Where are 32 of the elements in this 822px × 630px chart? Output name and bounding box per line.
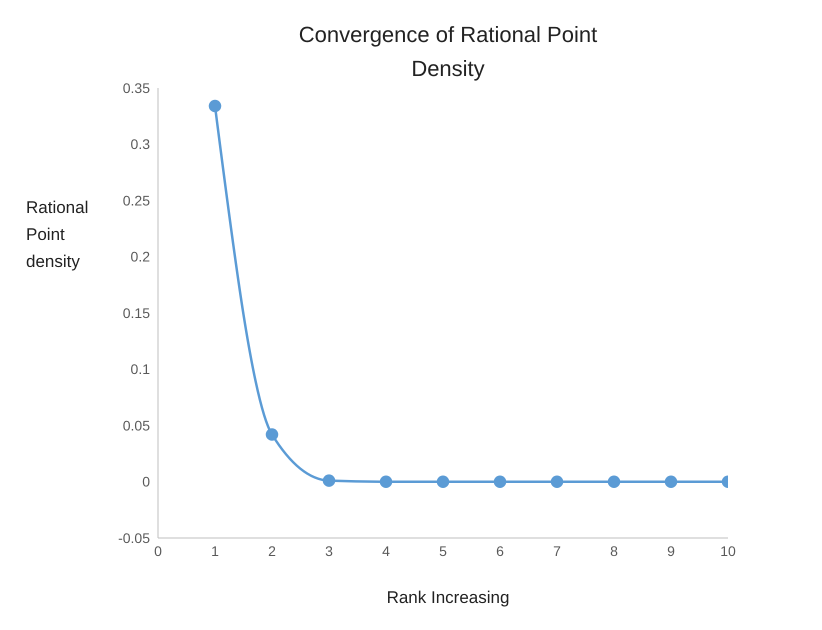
point [380,476,392,488]
y-tick-label: 0.35 [122,80,150,96]
point [608,476,620,488]
x-tick-label: 0 [154,542,162,559]
point [550,476,564,488]
x-tick-label: 8 [610,542,618,559]
y-tick-label: 0.05 [122,417,150,434]
y-tick-label: 0.2 [130,248,150,265]
y-tick-label: -0.05 [118,530,150,546]
x-tick-label: 9 [667,542,676,559]
y-axis-title: Rational Point density [26,197,90,273]
point [494,476,506,488]
point [322,474,336,487]
x-tick-label: 6 [496,542,504,559]
point [664,476,678,488]
x-tick-label: 2 [268,542,276,559]
point [208,100,222,112]
x-tick-label: 5 [439,542,448,559]
x-tick-label: 1 [211,542,220,559]
x-tick-label: 7 [553,542,562,559]
point [436,476,450,488]
y-tick-label: 0.15 [122,304,150,321]
y-tick-label: 0.1 [130,361,150,378]
point [266,428,278,441]
y-tick-label: 0.3 [130,136,150,152]
y-tick-label: 0.25 [122,192,150,208]
x-axis-title: Rank Increasing [386,588,510,608]
x-tick-label: 4 [382,542,390,559]
y-tick-label: 0 [142,474,150,490]
x-tick-label: 10 [720,542,736,559]
x-tick-label: 3 [325,542,334,559]
chart-title: Convergence of Rational Point Density [298,21,598,83]
